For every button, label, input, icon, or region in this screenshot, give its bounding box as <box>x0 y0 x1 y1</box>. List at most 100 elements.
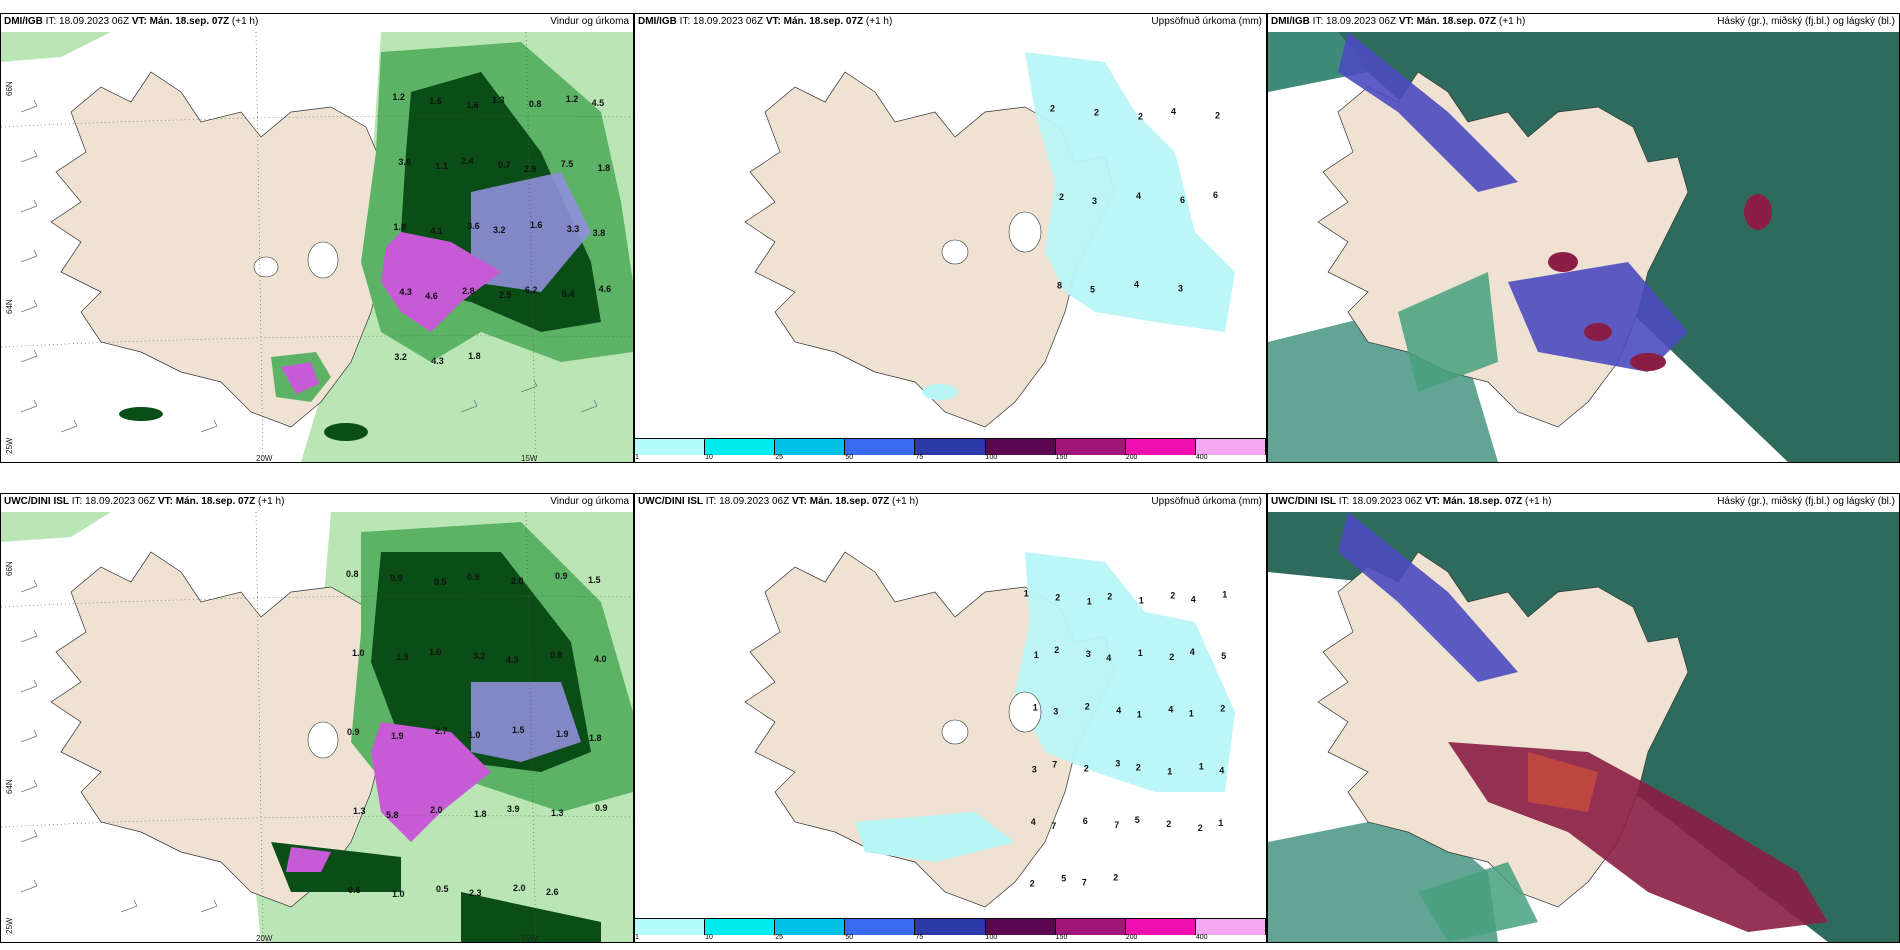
accum-precip-map: 2 2 2 4 2 2 3 4 6 6 8 5 4 3 <box>635 32 1266 440</box>
value-label: 4 <box>1031 817 1036 827</box>
model-name: DMI/IGB <box>638 16 677 27</box>
value-label: 4 <box>1106 653 1111 663</box>
value-label: 4 <box>1190 647 1195 657</box>
value-label: 1 <box>1167 766 1172 776</box>
panel-header: DMI/IGB IT: 18.09.2023 06Z VT: Mán. 18.s… <box>635 13 1266 31</box>
value-label: 5 <box>1061 874 1066 884</box>
colorbar-tick-label: 200 <box>1125 934 1138 941</box>
value-label: 3.8 <box>398 157 411 167</box>
wind-precip-map: 0.8 0.9 0.5 0.9 2.0 0.9 1.5 1.0 1.9 1.0 3.2 4.3 0.8 4… <box>1 512 633 942</box>
colorbar-tick-label: 25 <box>775 934 784 941</box>
value-label: 2 <box>1085 702 1090 712</box>
it-label: IT: <box>71 496 83 507</box>
vt-value: Mán. 18.sep. 07Z <box>783 16 864 27</box>
value-label: 3 <box>1115 758 1120 768</box>
value-label: 2 <box>1215 110 1220 120</box>
value-label: 2 <box>1107 591 1112 601</box>
panel-header: UWC/DINI ISL IT: 18.09.2023 06Z VT: Mán.… <box>635 493 1266 511</box>
clouds-map <box>1268 512 1899 942</box>
panel-title: Háský (gr.), miðský (fj.bl.) og lágský (… <box>1717 496 1895 507</box>
colorbar-tick-label: 150 <box>1055 934 1068 941</box>
value-label: 5.4 <box>562 289 575 299</box>
value-label: 1.0 <box>392 889 405 899</box>
lead-time: (+1 h) <box>231 16 259 27</box>
lon-label-15w: 15W <box>521 454 538 463</box>
value-label: 4 <box>1171 106 1176 116</box>
colorbar-tick-label: 200 <box>1125 454 1138 461</box>
lat-label-64n: 64N <box>5 299 14 314</box>
colorbar-tick-label: 400 <box>1195 454 1208 461</box>
value-label: 5.8 <box>386 810 399 820</box>
colorbar-tick-label: 150 <box>1055 454 1068 461</box>
value-label: 2.5 <box>499 290 512 300</box>
value-label: 1 <box>1024 588 1029 598</box>
lead-time: (+1 h) <box>1498 16 1526 27</box>
lead-time: (+1 h) <box>258 496 285 507</box>
panel-uwc-accum-precip: UWC/DINI ISL IT: 18.09.2023 06Z VT: Mán.… <box>634 493 1267 943</box>
value-label: 1.5 <box>588 575 601 585</box>
colorbar-swatch <box>845 439 916 455</box>
panel-header: DMI/IGB IT: 18.09.2023 06Z VT: Mán. 18.s… <box>1268 13 1899 31</box>
colorbar-swatch <box>915 439 986 455</box>
value-label: 0.6 <box>348 885 361 895</box>
value-label: 0.8 <box>346 569 359 579</box>
it-value: 18.09.2023 06Z <box>693 16 764 27</box>
value-label: 1.2 <box>566 94 579 104</box>
value-label: 1.8 <box>468 351 481 361</box>
lat-label-25w: 25W <box>5 437 14 454</box>
vt-label: VT: <box>791 496 807 507</box>
value-label: 3.9 <box>507 804 520 814</box>
value-label: 7 <box>1052 759 1057 769</box>
value-label: 2 <box>1054 645 1059 655</box>
value-label: 1.6 <box>429 96 442 106</box>
colorbar-tick-label: 50 <box>845 934 854 941</box>
vt-value: Mán. 18.sep. 07Z <box>1442 496 1523 507</box>
value-label: 1 <box>1137 710 1142 720</box>
value-label: 0.9 <box>390 573 403 583</box>
value-label: 2.0 <box>513 883 526 893</box>
panel-header: UWC/DINI ISL IT: 18.09.2023 06Z VT: Mán.… <box>1268 493 1899 511</box>
value-label: 2 <box>1136 762 1141 772</box>
colorbar-swatch <box>775 919 846 935</box>
value-label: 0.5 <box>434 577 447 587</box>
panel-dmi-accum-precip: DMI/IGB IT: 18.09.2023 06Z VT: Mán. 18.s… <box>634 13 1267 463</box>
value-label: 1.2 <box>392 92 405 102</box>
value-label: 1 <box>1189 709 1194 719</box>
value-label: 2 <box>1050 103 1055 113</box>
value-label: 1.3 <box>353 806 366 816</box>
value-label: 0.9 <box>595 803 608 813</box>
vt-label: VT: <box>131 16 147 27</box>
it-value: 18.09.2023 06Z <box>1352 496 1423 507</box>
lead-time: (+1 h) <box>892 496 919 507</box>
colorbar-tick-label: 50 <box>845 454 854 461</box>
value-label: 2.4 <box>461 156 474 166</box>
panel-dmi-wind-precip: DMI/IGB IT: 18.09.2023 06Z VT: Mán. 18.s… <box>0 13 634 463</box>
value-label: 1 <box>1033 703 1038 713</box>
colorbar-swatch <box>985 919 1056 935</box>
model-name: DMI/IGB <box>4 16 43 27</box>
value-label: 1.8 <box>589 733 602 743</box>
colorbar-swatch <box>915 919 986 935</box>
panel-dmi-clouds: DMI/IGB IT: 18.09.2023 06Z VT: Mán. 18.s… <box>1267 13 1900 463</box>
vt-label: VT: <box>765 16 781 27</box>
value-label: 2.0 <box>511 576 524 586</box>
value-label: 1.3 <box>492 95 505 105</box>
value-label: 3.6 <box>467 221 480 231</box>
value-label: 0.5 <box>436 884 449 894</box>
value-label: 1 <box>1139 595 1144 605</box>
colorbar-tick-label: 100 <box>985 934 998 941</box>
value-label: 4 <box>1168 705 1173 715</box>
value-label: 1.9 <box>556 729 569 739</box>
lead-time: (+1 h) <box>865 16 893 27</box>
vt-label: VT: <box>1398 16 1414 27</box>
value-label: 2 <box>1170 590 1175 600</box>
value-label: 4.6 <box>599 284 612 294</box>
panel-header: DMI/IGB IT: 18.09.2023 06Z VT: Mán. 18.s… <box>1 13 633 31</box>
value-label: 0.9 <box>555 571 568 581</box>
colorbar-swatch <box>845 919 916 935</box>
it-label: IT: <box>679 16 691 27</box>
panel-header: UWC/DINI ISL IT: 18.09.2023 06Z VT: Mán.… <box>1 493 633 511</box>
colorbar-tick-label: 25 <box>775 454 784 461</box>
colorbar-tick-label: 10 <box>705 454 713 461</box>
it-value: 18.09.2023 06Z <box>719 496 790 507</box>
